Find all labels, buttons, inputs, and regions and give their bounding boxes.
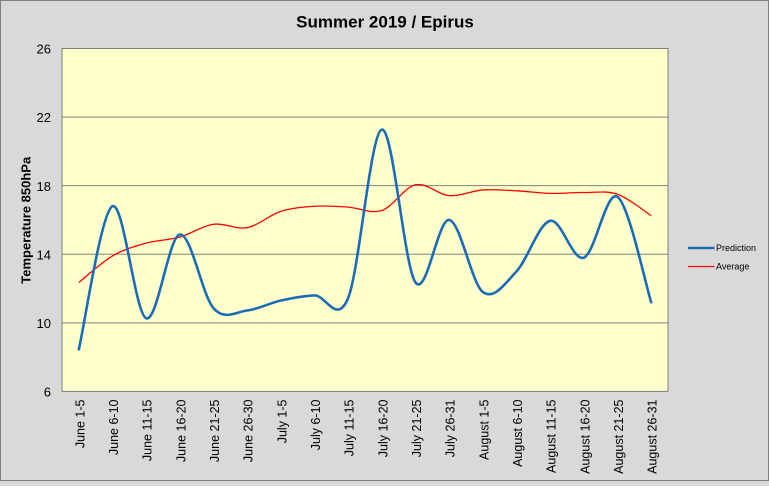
svg-text:Prediction: Prediction	[716, 243, 756, 253]
svg-text:Temperature 850hPa: Temperature 850hPa	[19, 156, 34, 284]
svg-text:August 26-31: August 26-31	[646, 399, 660, 473]
svg-text:August 11-15: August 11-15	[545, 399, 559, 472]
svg-text:July 21-25: July 21-25	[410, 399, 424, 457]
svg-text:10: 10	[37, 316, 51, 331]
svg-text:Summer 2019 / Epirus: Summer 2019 / Epirus	[296, 13, 474, 32]
svg-text:June 16-20: June 16-20	[174, 399, 188, 462]
svg-text:14: 14	[37, 247, 51, 262]
svg-text:August 1-5: August 1-5	[477, 399, 491, 460]
svg-text:August 6-10: August 6-10	[511, 399, 525, 466]
svg-text:June 1-5: June 1-5	[73, 399, 87, 448]
svg-text:July 11-15: July 11-15	[343, 399, 357, 456]
svg-text:July 26-31: July 26-31	[444, 399, 458, 457]
svg-text:July 1-5: July 1-5	[275, 399, 289, 443]
svg-text:August 16-20: August 16-20	[578, 399, 592, 473]
svg-text:June 6-10: June 6-10	[107, 399, 121, 455]
svg-text:July 6-10: July 6-10	[309, 399, 323, 450]
svg-text:6: 6	[44, 385, 51, 400]
svg-text:18: 18	[37, 179, 51, 194]
svg-text:26: 26	[37, 42, 51, 57]
svg-text:July 16-20: July 16-20	[376, 399, 390, 457]
svg-text:June 11-15: June 11-15	[141, 399, 155, 461]
svg-text:22: 22	[37, 110, 51, 125]
svg-text:June 26-30: June 26-30	[242, 399, 256, 462]
svg-text:Average: Average	[716, 262, 749, 272]
svg-text:August 21-25: August 21-25	[612, 399, 626, 473]
svg-text:June 21-25: June 21-25	[208, 399, 222, 462]
